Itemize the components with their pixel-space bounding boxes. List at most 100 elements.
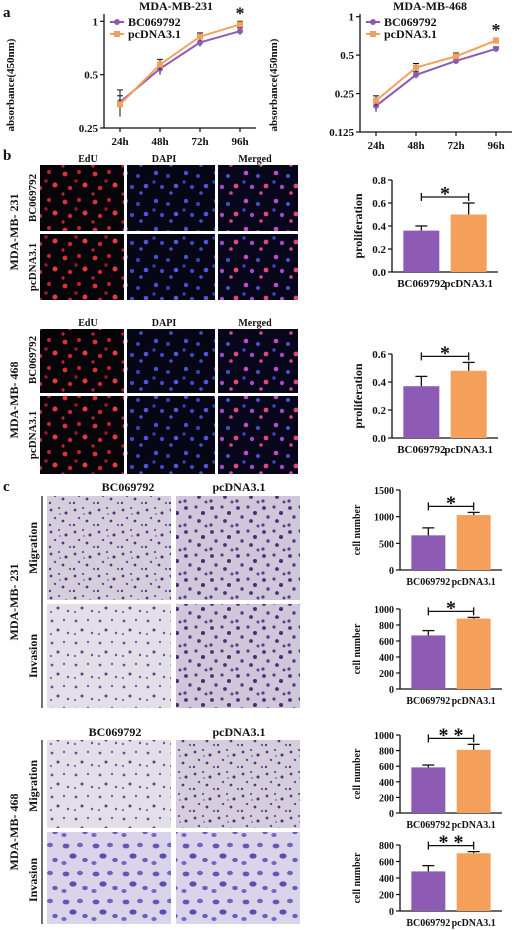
significance-marker: * xyxy=(446,597,456,619)
bar xyxy=(411,871,446,911)
y-tick-label: 0 xyxy=(389,809,394,820)
x-tick-label: 48h xyxy=(151,136,168,148)
x-tick-label: 48h xyxy=(407,140,424,152)
micrograph-merged xyxy=(218,396,298,474)
legend-marker xyxy=(114,31,120,37)
bar xyxy=(411,635,446,689)
y-tick-label: 0.0 xyxy=(372,433,386,445)
y-tick-label: 0 xyxy=(389,685,394,696)
bar xyxy=(403,230,440,272)
bar-chart-ylabel: proliferation xyxy=(351,193,365,258)
x-tick-label: pcDNA3.1 xyxy=(452,820,496,831)
y-tick-label: 600 xyxy=(379,762,394,773)
x-tick-label: 72h xyxy=(447,140,464,152)
series-line xyxy=(119,30,241,103)
series-line xyxy=(119,23,241,106)
transwell-grid-mda-mb-468: BC069792 pcDNA3.1 Migration Invasion MDA… xyxy=(7,725,300,924)
micrograph-invasion xyxy=(176,604,300,708)
y-tick-label: 0.4 xyxy=(372,377,386,389)
y-tick-label: 200 xyxy=(379,891,394,902)
micrograph-edu xyxy=(40,165,124,231)
row-label: pcDNA3.1 xyxy=(27,243,39,292)
x-tick-label: 72h xyxy=(191,136,208,148)
significance-marker: * * xyxy=(439,724,464,746)
y-tick-label: 400 xyxy=(379,653,394,664)
bar xyxy=(403,386,440,438)
x-tick-label: pcDNA3.1 xyxy=(444,278,493,290)
y-tick-label: 0.5 xyxy=(340,50,354,62)
x-tick-label: BC069792 xyxy=(406,820,450,831)
panel-label-c: c xyxy=(3,479,10,495)
micrograph-merged xyxy=(218,165,298,231)
row-label: BC069792 xyxy=(27,335,39,384)
y-tick-label: 0 xyxy=(389,566,394,577)
y-tick-label: 0.6 xyxy=(372,349,386,361)
x-tick-label: 24h xyxy=(367,140,384,152)
significance-marker: * xyxy=(446,492,456,514)
cell-line-label: MDA-MB- 231 xyxy=(7,194,21,271)
significance-marker: * * xyxy=(439,832,464,854)
micrograph-invasion xyxy=(176,832,300,924)
x-tick-label: BC069792 xyxy=(397,444,446,456)
micrograph-merged xyxy=(218,329,298,393)
significance-marker: * xyxy=(440,183,450,205)
y-tick-label: 200 xyxy=(379,669,394,680)
bar xyxy=(411,767,446,813)
col-header-merged: Merged xyxy=(238,154,272,165)
x-tick-label: pcDNA3.1 xyxy=(452,577,496,588)
micrograph-dapi xyxy=(127,396,215,474)
bar xyxy=(456,853,491,911)
bar xyxy=(450,370,487,438)
panel-label-a: a xyxy=(3,5,11,21)
y-tick-label: 800 xyxy=(379,841,394,852)
line-chart-ylabel: absorbance(450nm) xyxy=(268,38,280,131)
data-point xyxy=(493,37,499,44)
significance-marker: * xyxy=(492,20,501,40)
x-tick-label: pcDNA3.1 xyxy=(444,444,493,456)
micrograph-migration xyxy=(176,496,300,600)
bar-chart-ylabel: proliferation xyxy=(351,363,365,428)
bar-chart-ylabel: cell number xyxy=(352,852,363,903)
y-tick-label: 800 xyxy=(379,747,394,758)
edu-grid-mda-mb-468: EdU DAPI Merged BC069792 pcDNA3.1 MDA-MB… xyxy=(7,318,298,474)
y-tick-label: 0.2 xyxy=(372,405,386,417)
col-header-dapi: DAPI xyxy=(152,318,177,329)
y-tick-label: 0.25 xyxy=(79,123,99,135)
y-tick-label: 0.6 xyxy=(372,198,386,210)
y-tick-label: 0 xyxy=(389,907,394,918)
cell-line-label: MDA-MB- 468 xyxy=(7,794,21,871)
data-point xyxy=(237,28,243,35)
data-point xyxy=(453,57,459,64)
cell-line-label: MDA-MB- 468 xyxy=(7,362,21,439)
y-tick-label: 0.25 xyxy=(335,89,355,101)
row-label-migration: Migration xyxy=(26,760,40,812)
data-point xyxy=(373,97,379,104)
col-header-merged: Merged xyxy=(238,318,272,329)
micrograph-edu xyxy=(40,329,124,393)
cell-line-label: MDA-MB- 231 xyxy=(7,564,21,641)
x-tick-label: 24h xyxy=(111,136,128,148)
line-chart-title: MDA-MB-468 xyxy=(393,0,467,13)
micrograph-merged xyxy=(218,234,298,300)
bar-chart-ylabel: cell number xyxy=(352,504,363,555)
col-header-edu: EdU xyxy=(78,318,97,329)
bar xyxy=(456,515,491,570)
data-point xyxy=(413,71,419,78)
y-tick-label: 1500 xyxy=(374,486,394,497)
legend-label: pcDNA3.1 xyxy=(128,27,181,41)
bar xyxy=(450,214,487,272)
legend-marker xyxy=(370,31,376,37)
x-tick-label: pcDNA3.1 xyxy=(452,918,496,929)
col-header-edu: EdU xyxy=(78,154,97,165)
col-header-bc069792: BC069792 xyxy=(89,725,142,739)
legend-marker xyxy=(370,19,376,25)
y-tick-label: 200 xyxy=(379,793,394,804)
col-header-bc069792: BC069792 xyxy=(102,480,155,494)
legend-label: BC069792 xyxy=(384,15,437,29)
legend-label: BC069792 xyxy=(128,15,181,29)
data-point xyxy=(453,53,459,60)
micrograph-migration xyxy=(47,496,171,600)
y-tick-label: 400 xyxy=(379,778,394,789)
